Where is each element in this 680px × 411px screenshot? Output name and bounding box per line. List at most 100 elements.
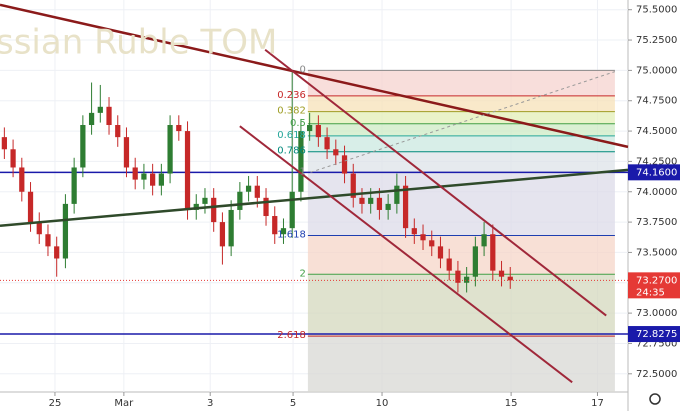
candle-body [437, 246, 444, 259]
trend-line [0, 168, 629, 227]
candle-body [167, 125, 173, 174]
level-tag [628, 164, 680, 181]
level-label: 72.8275 [636, 329, 677, 340]
candle-body [176, 125, 182, 132]
y-tick-label: 74.0000 [636, 187, 677, 198]
y-tick-label: 74.5000 [636, 126, 677, 137]
candle-body [402, 185, 409, 229]
candle-body [254, 185, 260, 198]
watermark: ssian Ruble TOM [0, 23, 277, 63]
candle-body [481, 234, 487, 247]
candle-body [298, 131, 304, 192]
last-price-tag [628, 272, 680, 299]
candle-body [150, 173, 156, 186]
candle-body [472, 246, 478, 277]
candle-body [19, 167, 25, 192]
candle-body [263, 197, 269, 217]
candle-body [455, 270, 461, 283]
candle-body [307, 125, 313, 132]
candle-body [106, 106, 112, 126]
candle-body [184, 131, 191, 210]
fib-band [307, 336, 615, 392]
trend-line [239, 125, 573, 384]
candle-body [359, 197, 365, 204]
fib-label: 0.786 [277, 146, 306, 157]
fib-band [307, 151, 615, 173]
x-tick-label: 10 [376, 398, 389, 409]
candle-body [368, 197, 374, 204]
candle-body [158, 173, 164, 186]
candle-body [280, 228, 287, 235]
candle-body [245, 185, 252, 192]
y-tick-label: 72.5000 [636, 369, 677, 380]
fib-label: 0 [300, 64, 306, 75]
x-tick-label: 25 [49, 398, 62, 409]
candle-body [54, 246, 60, 259]
candle-body [80, 125, 86, 168]
fib-label: 2 [300, 268, 306, 279]
fib-band [307, 95, 615, 112]
candle-body [507, 276, 513, 281]
level-tag [628, 326, 680, 343]
candle-body [237, 191, 243, 210]
y-tick-label: 72.7500 [636, 338, 677, 349]
y-tick-label: 73.5000 [636, 247, 677, 258]
candle-body [62, 203, 69, 259]
candle-body [490, 234, 496, 271]
y-tick-label: 73.0000 [636, 308, 677, 319]
candle-body [88, 112, 95, 126]
fib-label: 1.618 [277, 229, 306, 240]
candle-body [193, 203, 199, 210]
x-tick-label: 15 [505, 398, 518, 409]
candle-body [324, 137, 330, 150]
fib-label: 0.236 [277, 90, 306, 101]
candle-body [10, 149, 16, 168]
fib-band [307, 70, 615, 96]
candle-body [71, 167, 77, 204]
y-tick-label: 73.7500 [636, 217, 677, 228]
candle-body [464, 276, 470, 283]
countdown-label: 24:35 [636, 287, 665, 298]
candle-body [97, 106, 103, 113]
candle-body [132, 167, 138, 180]
candle-body [123, 137, 130, 168]
y-tick-label: 75.0000 [636, 65, 677, 76]
fib-band [307, 235, 615, 275]
candle-body [341, 155, 348, 174]
trend-line [264, 48, 607, 317]
candle-body [36, 222, 42, 235]
candle-body [202, 197, 208, 204]
candle-body [411, 228, 417, 235]
fib-label: 0.382 [277, 106, 306, 117]
candle-body [289, 191, 295, 229]
candle-body [141, 173, 147, 180]
candle-body [1, 137, 7, 150]
fib-label: 0.5 [290, 118, 306, 129]
candle-body [385, 203, 391, 210]
candle-body [315, 125, 321, 138]
candle-body [333, 149, 339, 156]
candle-body [350, 173, 356, 198]
candle-body [272, 216, 278, 235]
candle-body [211, 197, 217, 223]
fib-label: 0.618 [277, 130, 306, 141]
candle-body [115, 125, 121, 138]
y-tick-label: 74.7500 [636, 96, 677, 107]
fib-band [307, 111, 615, 124]
candle-body [420, 234, 426, 241]
x-tick-label: Mar [114, 398, 134, 409]
plot-area [0, 0, 629, 392]
candle-body [27, 191, 34, 223]
candle-body [394, 185, 400, 204]
fib-label: 1 [300, 166, 306, 177]
candle-body [228, 209, 234, 247]
x-tick-label: 3 [207, 398, 213, 409]
x-tick-label: 5 [290, 398, 296, 409]
candle-body [219, 222, 226, 247]
gear[interactable] [649, 393, 661, 405]
last-price-label: 73.2700 [636, 275, 677, 286]
candle-body [45, 234, 51, 247]
settings-icon[interactable] [649, 393, 661, 405]
trend-line [0, 3, 629, 149]
y-tick-label: 75.5000 [636, 5, 677, 16]
